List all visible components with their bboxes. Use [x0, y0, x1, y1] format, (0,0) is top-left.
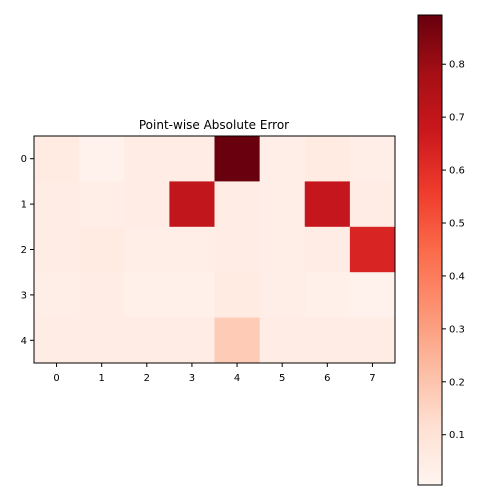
- heatmap-cell-r1-c7: [349, 181, 396, 228]
- colorbar-tick-label: 0.8: [449, 60, 465, 71]
- heatmap-cell-r3-c7: [349, 272, 396, 319]
- x-tick-label: 4: [234, 373, 240, 384]
- x-tick-label: 2: [144, 373, 150, 384]
- heatmap-cell-r3-c5: [259, 272, 306, 319]
- heatmap-cell-r3-c4: [214, 272, 261, 319]
- y-tick-label: 0: [21, 154, 27, 165]
- heatmap-cell-r0-c7: [349, 136, 396, 182]
- heatmap-cell-r2-c7: [349, 226, 396, 273]
- x-tick-label: 7: [369, 373, 375, 384]
- x-tick-label: 6: [324, 373, 330, 384]
- heatmap-cell-r2-c0: [34, 226, 80, 273]
- colorbar-tick-label: 0.3: [449, 324, 465, 335]
- colorbar-tick-label: 0.6: [449, 166, 465, 177]
- y-tick-label: 2: [21, 245, 27, 256]
- heatmap-cell-r1-c3: [169, 181, 216, 228]
- heatmap-cell-r0-c2: [124, 136, 170, 182]
- heatmap-cell-r3-c0: [34, 272, 80, 319]
- heatmap-cell-r3-c3: [169, 272, 216, 319]
- colorbar-tick-label: 0.7: [449, 113, 465, 124]
- x-axis: 0 1 2 3 4 5 6 7: [53, 363, 376, 384]
- heatmap-cell-r4-c1: [79, 317, 125, 364]
- heatmap-cell-r1-c1: [79, 181, 125, 228]
- heatmap-cell-r2-c3: [169, 226, 216, 273]
- y-tick-label: 3: [21, 290, 27, 301]
- x-tick-label: 1: [99, 373, 105, 384]
- heatmap-cell-r0-c3: [169, 136, 216, 182]
- y-tick-label: 4: [21, 336, 27, 347]
- heatmap-cell-r4-c2: [124, 317, 170, 364]
- heatmap-cell-r0-c4: [214, 136, 261, 182]
- heatmap-cell-r0-c5: [259, 136, 306, 182]
- colorbar-tick-label: 0.2: [449, 377, 465, 388]
- heatmap-cell-r1-c4: [214, 181, 261, 228]
- colorbar-tick-label: 0.5: [449, 219, 465, 230]
- heatmap-cells: [34, 136, 396, 364]
- heatmap-cell-r0-c0: [34, 136, 80, 182]
- heatmap-cell-r0-c6: [304, 136, 351, 182]
- y-axis: 0 1 2 3 4: [21, 154, 34, 347]
- heatmap-cell-r2-c4: [214, 226, 261, 273]
- heatmap-cell-r4-c4: [214, 317, 261, 364]
- x-tick-label: 0: [53, 373, 59, 384]
- chart-title: Point-wise Absolute Error: [139, 118, 289, 132]
- heatmap-cell-r2-c5: [259, 226, 306, 273]
- heatmap-cell-r1-c0: [34, 181, 80, 228]
- heatmap-cell-r4-c5: [259, 317, 306, 364]
- heatmap-cell-r2-c2: [124, 226, 170, 273]
- colorbar-tick-label: 0.4: [449, 271, 465, 282]
- x-tick-label: 3: [189, 373, 195, 384]
- heatmap-cell-r2-c1: [79, 226, 125, 273]
- heatmap-cell-r1-c5: [259, 181, 306, 228]
- heatmap-cell-r3-c1: [79, 272, 125, 319]
- heatmap-cell-r3-c2: [124, 272, 170, 319]
- colorbar-axis: 0.1 0.2 0.3 0.4 0.5 0.6 0.7 0.8: [442, 60, 465, 441]
- heatmap-cell-r3-c6: [304, 272, 351, 319]
- heatmap-cell-r4-c7: [349, 317, 396, 364]
- y-tick-label: 1: [21, 200, 27, 211]
- colorbar: [417, 14, 443, 486]
- heatmap-cell-r1-c6: [304, 181, 351, 228]
- heatmap-cell-r0-c1: [79, 136, 125, 182]
- heatmap-cell-r2-c6: [304, 226, 351, 273]
- heatmap-cell-r4-c3: [169, 317, 216, 364]
- heatmap-cell-r4-c6: [304, 317, 351, 364]
- x-tick-label: 5: [279, 373, 285, 384]
- heatmap-cell-r1-c2: [124, 181, 170, 228]
- colorbar-tick-label: 0.1: [449, 430, 465, 441]
- heatmap-cell-r4-c0: [34, 317, 80, 364]
